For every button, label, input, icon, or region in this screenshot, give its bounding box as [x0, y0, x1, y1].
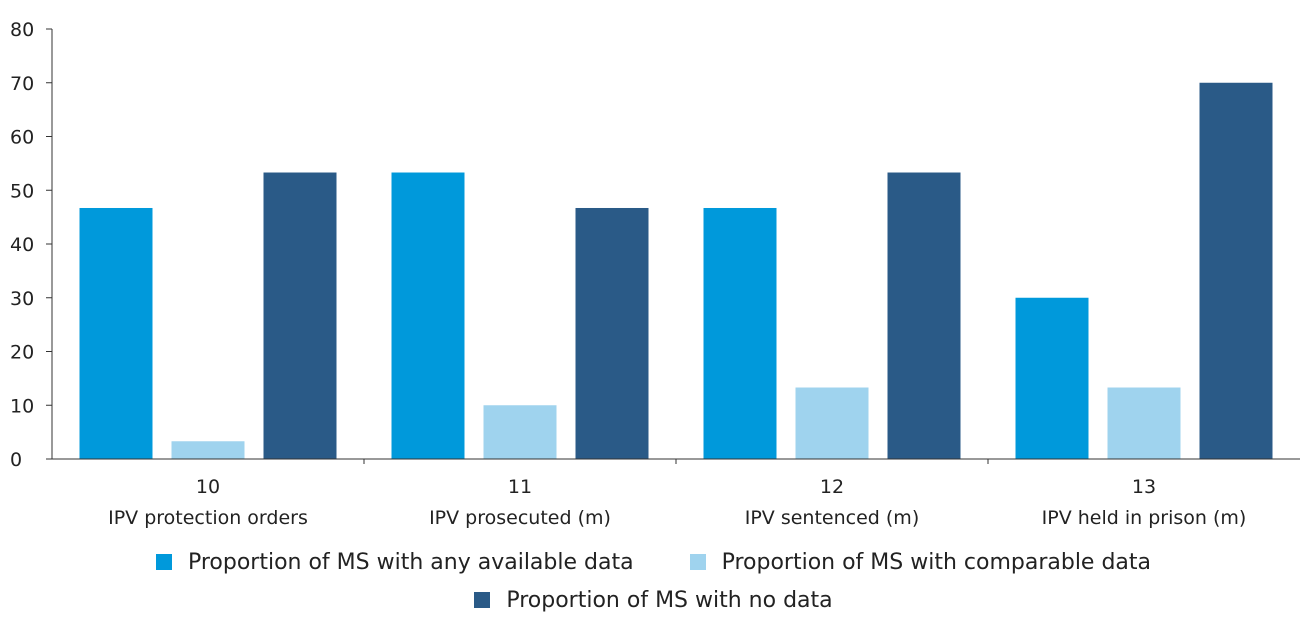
x-category-sublabel-12: IPV sentenced (m) — [745, 507, 919, 529]
legend: Proportion of MS with any available data… — [0, 543, 1307, 619]
bar-cat13-series2 — [1107, 387, 1181, 459]
legend-item-no-data: Proportion of MS with no data — [474, 587, 833, 613]
legend-item-any-data: Proportion of MS with any available data — [155, 549, 634, 575]
legend-item-comparable-data: Proportion of MS with comparable data — [689, 549, 1152, 575]
bar-chart: 0 10 20 30 40 50 60 70 80 10 IPV protection order… — [10, 19, 1300, 529]
x-category-label-13: 13 — [1132, 476, 1156, 498]
y-tick-label-0: 0 — [10, 449, 22, 471]
bar-cat13-series3 — [1199, 82, 1273, 459]
x-axis: 10 IPV protection orders 11 IPV prosecuted … — [52, 458, 1300, 529]
y-tick-label-70: 70 — [10, 73, 34, 95]
bar-cat10-series2 — [171, 441, 245, 459]
x-category-label-12: 12 — [820, 476, 844, 498]
x-category-sublabel-10: IPV protection orders — [108, 507, 308, 529]
x-category-label-10: 10 — [196, 476, 220, 498]
bar-cat12-series1 — [703, 207, 777, 459]
y-tick-label-60: 60 — [10, 127, 34, 149]
x-category-sublabel-13: IPV held in prison (m) — [1042, 507, 1247, 529]
bar-cat11-series2 — [483, 405, 557, 459]
y-tick-label-40: 40 — [10, 234, 34, 256]
y-tick-label-50: 50 — [10, 180, 34, 202]
bar-cat12-series3 — [887, 172, 961, 459]
bar-cat10-series3 — [263, 172, 337, 459]
legend-swatch-comparable-data — [689, 554, 706, 570]
bar-cat11-series3 — [575, 207, 649, 459]
y-tick-label-80: 80 — [10, 19, 34, 41]
legend-swatch-any-data — [155, 554, 172, 570]
bar-cat10-series1 — [79, 207, 153, 459]
y-tick-label-30: 30 — [10, 288, 34, 310]
bar-cat13-series1 — [1015, 297, 1089, 459]
legend-row-2: Proportion of MS with no data — [0, 581, 1307, 619]
bar-cat12-series2 — [795, 387, 869, 459]
x-category-sublabel-11: IPV prosecuted (m) — [429, 507, 611, 529]
y-axis: 0 10 20 30 40 50 60 70 80 — [10, 19, 53, 471]
x-category-label-11: 11 — [508, 476, 532, 498]
legend-swatch-no-data — [474, 592, 491, 608]
bars — [79, 82, 1273, 459]
y-tick-label-20: 20 — [10, 342, 34, 364]
legend-row-1: Proportion of MS with any available data… — [0, 543, 1307, 581]
legend-label-no-data: Proportion of MS with no data — [506, 587, 833, 613]
y-tick-label-10: 10 — [10, 395, 34, 417]
legend-label-comparable-data: Proportion of MS with comparable data — [721, 549, 1152, 575]
legend-label-any-data: Proportion of MS with any available data — [187, 549, 634, 575]
bar-cat11-series1 — [391, 172, 465, 459]
